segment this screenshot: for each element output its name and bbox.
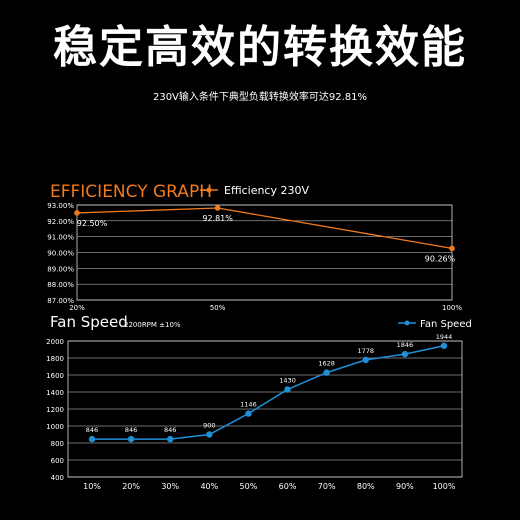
efficiency-data-label: 90.26% (425, 254, 456, 263)
fan-point (167, 435, 174, 443)
fan-data-label: 1778 (358, 347, 375, 355)
efficiency-data-label: 92.81% (202, 214, 233, 223)
fan-x-tick: 90% (396, 482, 414, 491)
efficiency-point (214, 205, 221, 211)
efficiency-point (74, 210, 80, 216)
subline: 230V输入条件下典型负载转换效率可达92.81% (152, 92, 368, 103)
efficiency-legend-label: Efficiency 230V (224, 184, 309, 197)
fan-x-tick: 70% (318, 482, 336, 491)
fan-legend-marker (404, 320, 410, 326)
fan-point (88, 435, 96, 443)
fan-series-line (92, 345, 445, 440)
fan-data-label: 1846 (397, 341, 414, 349)
fan-data-label: 846 (86, 426, 98, 434)
fan-y-tick: 400 (51, 474, 64, 482)
fan-point (206, 431, 213, 438)
efficiency-series-line (76, 207, 453, 250)
fan-data-label: 900 (203, 422, 215, 430)
fan-x-tick: 40% (200, 482, 218, 491)
efficiency-x-tick: 50% (210, 304, 226, 312)
fan-data-label: 1628 (318, 360, 335, 368)
fan-x-tick: 80% (357, 482, 375, 491)
efficiency-x-tick: 20% (69, 304, 85, 312)
fan-y-tick: 1600 (46, 372, 64, 380)
fan-y-tick: 1400 (46, 389, 64, 397)
efficiency-legend-marker (206, 187, 212, 193)
fan-y-tick: 1800 (46, 355, 64, 363)
fan-point (440, 342, 448, 349)
headline: 稳定高效的转换效能 (53, 22, 467, 73)
efficiency-data-label: 92.50% (77, 219, 108, 228)
fan-data-label: 846 (125, 426, 137, 434)
efficiency-point (449, 245, 455, 252)
efficiency-x-tick: 100% (442, 304, 462, 312)
fan-x-tick: 20% (122, 482, 140, 491)
efficiency-y-tick: 92.00% (47, 218, 74, 226)
fan-data-label: 846 (164, 426, 176, 434)
efficiency-y-tick: 88.00% (47, 281, 74, 289)
fan-point (362, 356, 369, 364)
fan-subtitle: 2200RPM ±10% (124, 321, 181, 329)
efficiency-y-tick: 91.00% (47, 234, 74, 242)
fan-data-label: 1430 (279, 376, 296, 384)
fan-point (245, 410, 252, 417)
fan-x-tick: 100% (433, 482, 456, 491)
fan-point (284, 386, 291, 393)
fan-x-tick: 60% (279, 482, 297, 491)
fan-point (323, 369, 330, 376)
fan-y-tick: 1000 (46, 423, 64, 431)
fan-legend-label: Fan Speed (420, 319, 472, 330)
fan-y-tick: 1200 (46, 406, 64, 414)
fan-x-tick: 30% (161, 482, 179, 491)
fan-point (401, 350, 409, 358)
fan-y-tick: 800 (51, 440, 64, 448)
fan-x-tick: 50% (240, 482, 258, 491)
fan-title: Fan Speed (50, 313, 128, 331)
efficiency-y-tick: 93.00% (47, 202, 74, 210)
efficiency-y-tick: 89.00% (47, 265, 74, 273)
fan-data-label: 1944 (436, 333, 453, 341)
efficiency-y-tick: 87.00% (47, 297, 74, 305)
fan-x-tick: 10% (83, 482, 101, 491)
fan-data-label: 1146 (240, 401, 257, 409)
efficiency-y-tick: 90.00% (47, 250, 74, 258)
fan-point (127, 435, 135, 443)
efficiency-title: EFFICIENCY GRAPH (50, 182, 212, 202)
fan-y-tick: 2000 (46, 338, 64, 346)
fan-y-tick: 600 (51, 457, 64, 465)
